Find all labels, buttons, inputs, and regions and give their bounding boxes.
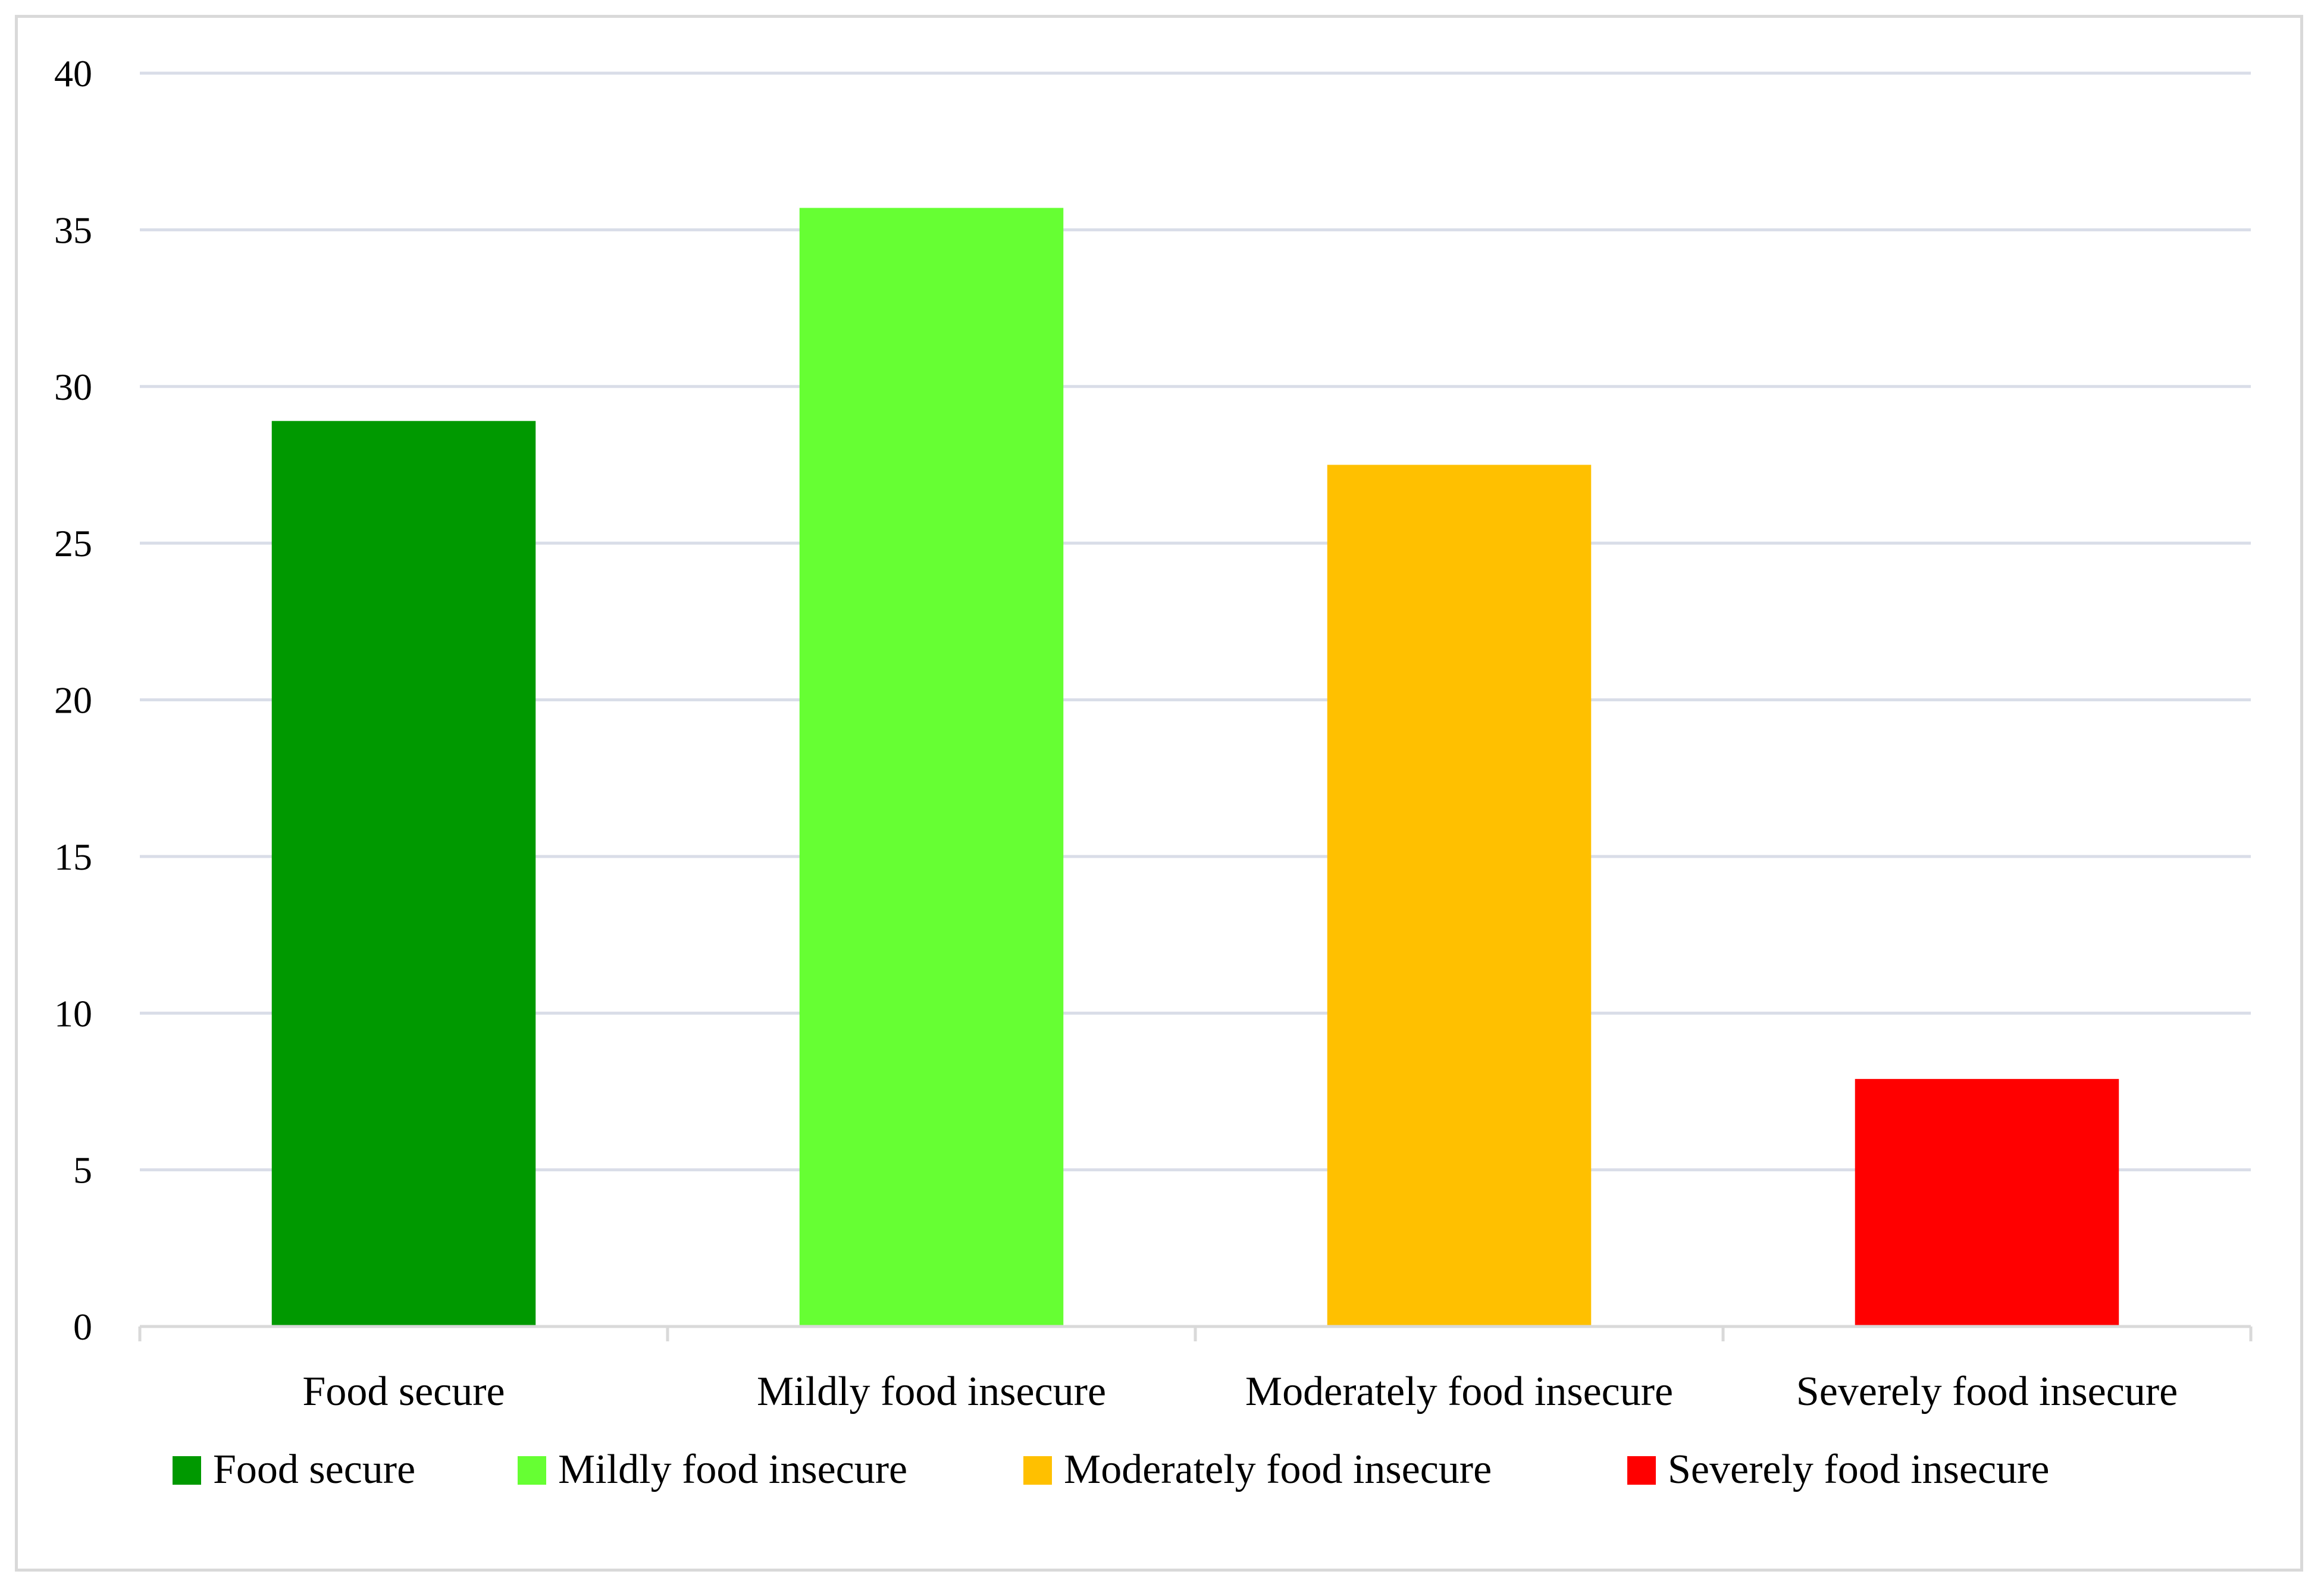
bar-severely-food-insecure xyxy=(1855,1078,2119,1326)
x-axis xyxy=(138,1325,2253,1341)
legend-swatch-moderately-food-insecure xyxy=(1023,1456,1052,1485)
x-tick-label: Moderately food insecure xyxy=(1245,1369,1673,1415)
legend-label-severely-food-insecure: Severely food insecure xyxy=(1668,1447,2049,1492)
y-tick-label: 15 xyxy=(54,836,92,878)
y-tick-label: 10 xyxy=(54,992,92,1034)
legend-label-food-secure: Food secure xyxy=(213,1447,415,1492)
bar-food-secure xyxy=(271,421,536,1326)
legend-swatch-mildly-food-insecure xyxy=(518,1456,546,1485)
legend-swatch-food-secure xyxy=(173,1456,201,1485)
y-tick-label: 0 xyxy=(73,1306,92,1348)
legend: Food secure Mildly food insecure Moderatel… xyxy=(173,1447,2049,1492)
legend-label-moderately-food-insecure: Moderately food insecure xyxy=(1064,1447,1492,1492)
legend-label-mildly-food-insecure: Mildly food insecure xyxy=(558,1447,907,1492)
x-tick-label: Food secure xyxy=(302,1369,505,1415)
y-axis-ticks: 0 5 10 15 20 25 30 35 40 xyxy=(54,52,92,1348)
y-tick-label: 5 xyxy=(73,1149,92,1191)
y-tick-label: 20 xyxy=(54,679,92,722)
x-tick-label: Severely food insecure xyxy=(1796,1369,2178,1415)
y-tick-label: 40 xyxy=(54,52,92,95)
y-tick-label: 30 xyxy=(54,366,92,408)
y-tick-label: 25 xyxy=(54,522,92,565)
bar-mildly-food-insecure xyxy=(799,208,1064,1327)
bar-moderately-food-insecure xyxy=(1327,465,1592,1326)
bars xyxy=(271,208,2119,1327)
y-tick-label: 35 xyxy=(54,209,92,251)
legend-swatch-severely-food-insecure xyxy=(1627,1456,1656,1485)
x-axis-category-labels: Food secure Mildly food insecure Moderatel… xyxy=(302,1369,2178,1415)
x-tick-label: Mildly food insecure xyxy=(757,1369,1106,1415)
